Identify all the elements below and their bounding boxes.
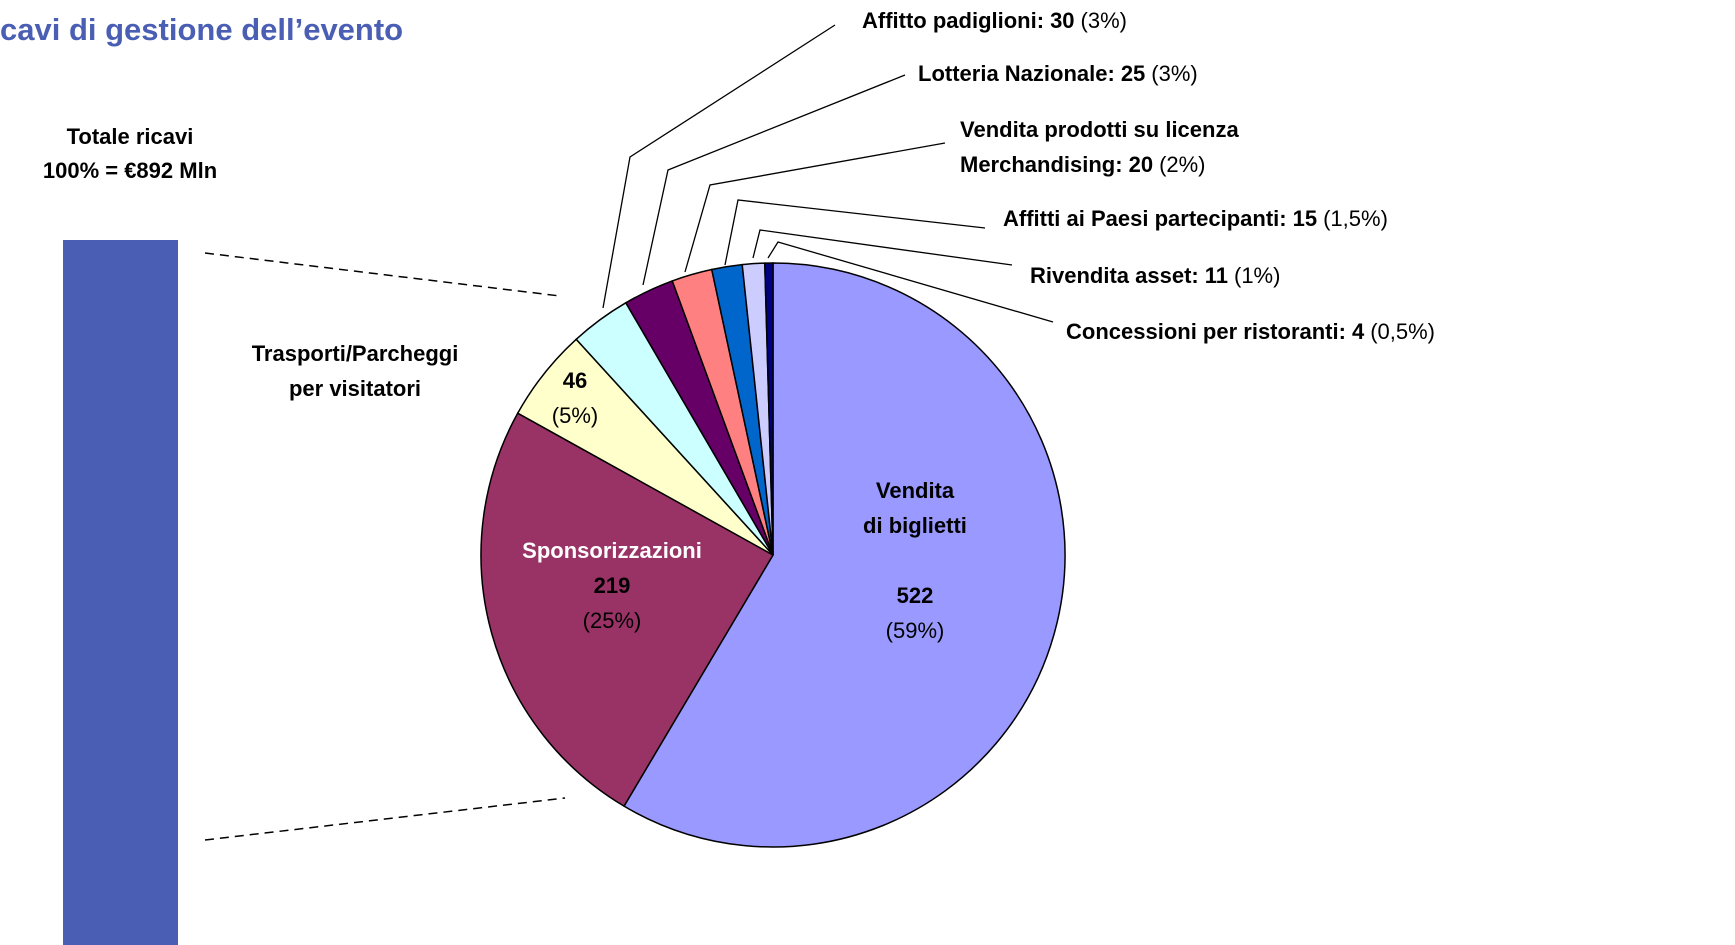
slice-name: Sponsorizzazioni	[522, 538, 702, 563]
leader-line	[724, 199, 986, 266]
slice-name: Trasporti/Parcheggi per visitatori	[252, 341, 459, 401]
callout-label: Affitto padiglioni: 30 (3%)	[862, 8, 1127, 33]
value-label: 4	[1352, 319, 1365, 344]
pie-slice	[764, 262, 774, 556]
pie-slice	[623, 262, 1066, 848]
share-label: (5%)	[552, 403, 598, 428]
total-title: Totale ricavi	[67, 124, 194, 149]
leader-line	[642, 74, 906, 286]
callout-label: Concessioni per ristoranti: 4 (0,5%)	[1066, 319, 1435, 344]
share-label: (3%)	[1081, 8, 1127, 33]
callout-label: Vendita prodotti su licenza Merchandising…	[960, 117, 1239, 177]
leader-line	[767, 241, 1054, 323]
value-label: 20	[1129, 152, 1153, 177]
share-label: (1,5%)	[1323, 206, 1388, 231]
callout-label: Lotteria Nazionale: 25 (3%)	[918, 61, 1198, 86]
value-label: 25	[1121, 61, 1145, 86]
callout-label: Affitti ai Paesi partecipanti: 15 (1,5%)	[1003, 206, 1388, 231]
value-label: 46	[563, 368, 587, 393]
total-bar	[63, 240, 178, 945]
value-label: 522	[897, 583, 934, 608]
slice-name: Affitto padiglioni:	[862, 8, 1044, 33]
connector	[204, 252, 561, 297]
value-label: 219	[594, 573, 631, 598]
slice-label: Sponsorizzazioni	[522, 538, 702, 563]
chart-title: cavi di gestione dell’evento	[0, 12, 403, 47]
slice-label: Vendita di biglietti	[863, 478, 967, 538]
share-label: (59%)	[886, 618, 945, 643]
callout-label: Rivendita asset: 11 (1%)	[1030, 263, 1280, 288]
slice-name: Concessioni per ristoranti:	[1066, 319, 1346, 344]
slice-name: Vendita di biglietti	[863, 478, 967, 538]
share-label: (3%)	[1151, 61, 1197, 86]
slice-label: Trasporti/Parcheggi per visitatori	[252, 341, 459, 401]
slice-name: Rivendita asset:	[1030, 263, 1199, 288]
value-label: 11	[1205, 263, 1228, 288]
share-label: (25%)	[583, 608, 642, 633]
leader-line	[684, 142, 946, 273]
slice-name: Lotteria Nazionale:	[918, 61, 1115, 86]
slice-name: Affitti ai Paesi partecipanti:	[1003, 206, 1287, 231]
value-label: 15	[1293, 206, 1317, 231]
share-label: (0,5%)	[1370, 319, 1435, 344]
total-label: 100% = €892 Mln	[43, 158, 217, 183]
value-label: 30	[1050, 8, 1074, 33]
slice-name: Vendita prodotti su licenza Merchandising…	[960, 117, 1239, 177]
leader-line	[602, 24, 836, 309]
share-label: (1%)	[1234, 263, 1280, 288]
connector	[204, 797, 566, 841]
leader-line	[752, 229, 1013, 266]
pie-slice	[480, 412, 775, 808]
share-label: (2%)	[1159, 152, 1205, 177]
